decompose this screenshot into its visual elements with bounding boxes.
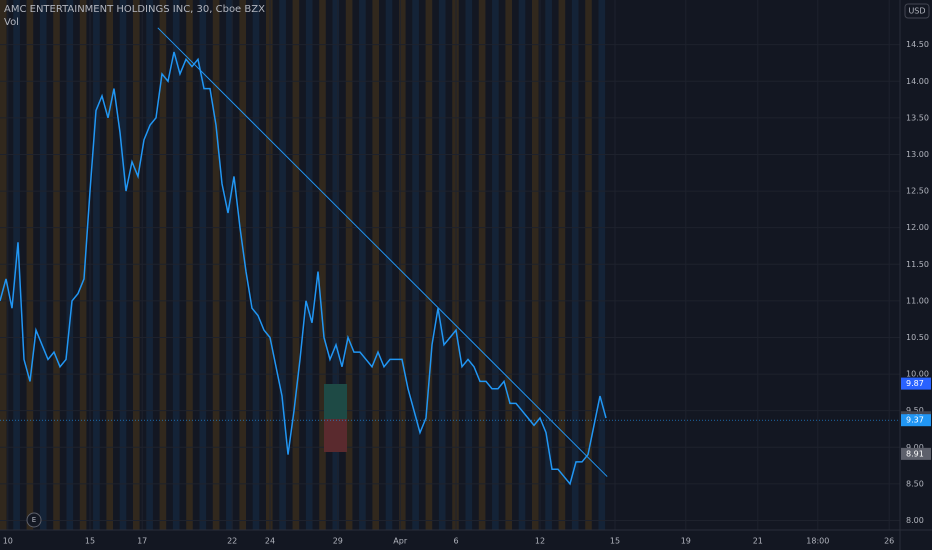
y-tick-label: 10.00 (906, 370, 929, 379)
x-tick-label: 24 (265, 537, 275, 546)
session-band (252, 0, 260, 530)
session-band (478, 0, 486, 530)
x-tick-label: 22 (227, 537, 237, 546)
session-band (226, 0, 233, 530)
y-tick-label: 8.50 (906, 479, 924, 488)
grid (0, 0, 900, 530)
session-band (332, 0, 340, 530)
y-tick-label: 9.00 (906, 443, 924, 452)
session-band (319, 0, 326, 530)
session-band (93, 0, 100, 530)
session-band (359, 0, 366, 530)
y-tick-label: 11.50 (906, 260, 929, 269)
y-tick-label: 13.00 (906, 150, 929, 159)
session-band (106, 0, 113, 530)
x-tick-label: 10 (3, 537, 13, 546)
price-label: 9.37 (906, 416, 924, 425)
session-band (305, 0, 313, 530)
y-tick-label: 12.00 (906, 223, 929, 232)
price-label: 9.87 (906, 379, 924, 388)
session-band (558, 0, 566, 530)
session-band (345, 0, 353, 530)
session-band (492, 0, 499, 530)
session-band (571, 0, 579, 530)
currency-box (904, 3, 930, 19)
session-band (292, 0, 300, 530)
session-band (425, 0, 433, 530)
session-band (212, 0, 220, 530)
chart-title: AMC ENTERTAINMENT HOLDINGS INC, 30, Cboe… (4, 4, 265, 15)
x-tick-label: 15 (85, 537, 95, 546)
currency: USD (908, 7, 925, 16)
session-band (159, 0, 167, 530)
earnings-letter: E (32, 516, 36, 524)
price-label-box (901, 414, 931, 427)
session-band (0, 0, 7, 530)
session-band (438, 0, 446, 530)
session-band (39, 0, 47, 530)
session-band (505, 0, 512, 530)
plot (0, 27, 900, 486)
x-tick-label: 6 (453, 537, 458, 546)
x-tick-label: 17 (137, 537, 147, 546)
session-band (119, 0, 127, 530)
price-label-box (901, 447, 931, 460)
session-band (372, 0, 379, 530)
x-tick-label: 18:00 (806, 537, 829, 546)
x-tick-label: 15 (610, 537, 620, 546)
position-loss (324, 419, 347, 452)
session-band (545, 0, 552, 530)
price-label-box (901, 377, 931, 390)
y-tick-label: 12.50 (906, 187, 929, 196)
volume-label: Vol (4, 17, 19, 28)
session-bands (0, 0, 606, 530)
session-band (385, 0, 393, 530)
earnings-icon (26, 512, 42, 528)
x-tick-label: 26 (884, 537, 894, 546)
session-band (172, 0, 180, 530)
y-tick-label: 11.00 (906, 296, 929, 305)
session-band (399, 0, 406, 530)
price-line (0, 51, 607, 486)
session-band (266, 0, 273, 530)
session-band (79, 0, 87, 530)
session-band (585, 0, 592, 530)
session-band (518, 0, 526, 530)
y-tick-label: 14.50 (906, 40, 929, 49)
session-band (279, 0, 286, 530)
session-band (66, 0, 74, 530)
x-tick-label: 12 (535, 537, 545, 546)
y-tick-label: 9.50 (906, 406, 924, 415)
x-tick-label: Apr (393, 537, 408, 546)
x-tick-label: 19 (681, 537, 691, 546)
y-tick-label: 14.00 (906, 77, 929, 86)
y-tick-label: 10.50 (906, 333, 929, 342)
x-tick-label: 21 (753, 537, 763, 546)
session-band (598, 0, 606, 530)
session-band (532, 0, 539, 530)
session-band (146, 0, 153, 530)
x-tick-label: 29 (333, 537, 343, 546)
y-tick-label: 13.50 (906, 113, 929, 122)
session-band (199, 0, 207, 530)
y-tick-label: 8.00 (906, 516, 924, 525)
session-band (465, 0, 473, 530)
position-profit (324, 384, 347, 419)
trendline (157, 27, 608, 477)
session-band (239, 0, 246, 530)
session-band (133, 0, 140, 530)
price-label: 8.91 (906, 449, 924, 458)
session-band (26, 0, 34, 530)
session-band (53, 0, 60, 530)
session-band (412, 0, 419, 530)
session-band (186, 0, 193, 530)
